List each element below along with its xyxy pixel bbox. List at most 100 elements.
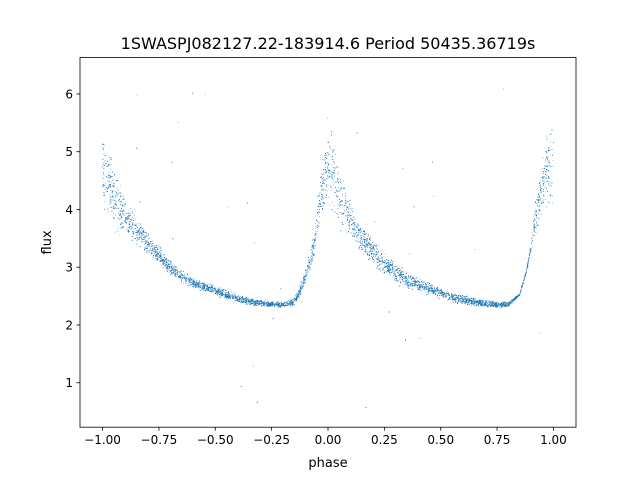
data-point	[403, 280, 405, 282]
data-point	[159, 248, 161, 250]
data-point	[115, 208, 117, 209]
data-point	[152, 249, 154, 251]
data-point	[234, 293, 236, 295]
data-point	[371, 258, 373, 260]
data-point	[163, 267, 165, 269]
data-point	[510, 302, 512, 304]
data-point	[436, 296, 438, 298]
data-point	[369, 239, 371, 241]
data-point	[374, 244, 376, 246]
data-point	[417, 283, 419, 285]
data-point	[331, 201, 333, 203]
data-point	[428, 288, 430, 290]
data-point	[526, 269, 528, 271]
data-point	[369, 245, 371, 247]
data-point	[338, 203, 340, 205]
data-point	[104, 201, 105, 203]
data-point	[484, 300, 486, 302]
data-point	[536, 217, 538, 219]
data-point	[135, 229, 137, 231]
data-point	[340, 187, 342, 189]
data-point	[114, 203, 116, 205]
data-point	[334, 163, 335, 164]
data-point	[442, 295, 444, 297]
data-point	[114, 197, 116, 199]
data-point	[542, 157, 544, 159]
data-point	[316, 231, 318, 232]
data-point	[122, 206, 124, 207]
data-point	[370, 249, 371, 251]
data-point	[354, 225, 355, 227]
data-point	[481, 303, 483, 305]
data-point	[180, 279, 182, 281]
data-point	[422, 282, 424, 284]
data-point	[159, 261, 161, 263]
data-point	[151, 250, 152, 252]
data-point	[181, 277, 183, 279]
data-point	[378, 269, 380, 271]
data-point	[523, 277, 525, 279]
data-point	[132, 222, 133, 224]
data-point	[479, 299, 481, 301]
data-point	[344, 204, 346, 206]
data-point	[312, 248, 314, 250]
data-point	[103, 185, 105, 187]
data-point	[109, 168, 111, 170]
data-point	[214, 286, 216, 288]
data-point	[120, 227, 122, 229]
data-point	[400, 269, 402, 270]
data-point	[291, 304, 293, 306]
data-point	[111, 157, 113, 159]
data-point	[394, 274, 396, 276]
data-point	[230, 294, 232, 296]
data-point	[381, 256, 383, 258]
data-point	[135, 218, 137, 220]
data-point	[110, 187, 112, 189]
data-point	[546, 135, 547, 137]
data-point	[431, 286, 433, 288]
data-point	[203, 283, 205, 285]
data-point	[542, 173, 544, 175]
data-point	[232, 293, 233, 295]
data-point	[242, 297, 244, 299]
data-point	[358, 230, 360, 232]
data-point	[315, 225, 317, 227]
data-point	[152, 250, 154, 252]
data-point	[472, 300, 474, 302]
data-point	[322, 181, 324, 182]
data-point	[406, 277, 408, 279]
data-point	[152, 240, 154, 242]
data-point	[295, 294, 297, 296]
data-point	[351, 217, 352, 219]
data-point	[402, 167, 404, 169]
data-point	[543, 171, 545, 173]
data-point	[433, 287, 435, 289]
data-point	[374, 221, 376, 223]
data-point	[342, 179, 344, 181]
data-point	[360, 230, 362, 232]
data-point	[327, 141, 329, 143]
data-point	[129, 211, 131, 213]
data-point	[303, 274, 305, 276]
data-point	[540, 332, 542, 334]
data-point	[112, 198, 114, 200]
data-point	[312, 250, 314, 252]
data-point	[127, 213, 129, 215]
data-point	[424, 291, 426, 293]
data-point	[299, 294, 301, 296]
data-point	[357, 227, 359, 229]
data-point	[348, 205, 350, 207]
data-point	[421, 290, 423, 292]
data-point	[386, 271, 388, 273]
data-point	[399, 270, 401, 272]
data-point	[445, 295, 447, 296]
data-point	[212, 286, 214, 287]
data-point	[361, 238, 363, 240]
data-point	[302, 283, 304, 285]
data-point	[294, 295, 296, 297]
data-point	[227, 206, 229, 208]
data-point	[183, 276, 185, 278]
data-point	[174, 275, 176, 277]
data-point	[185, 277, 187, 279]
data-point	[393, 266, 395, 268]
